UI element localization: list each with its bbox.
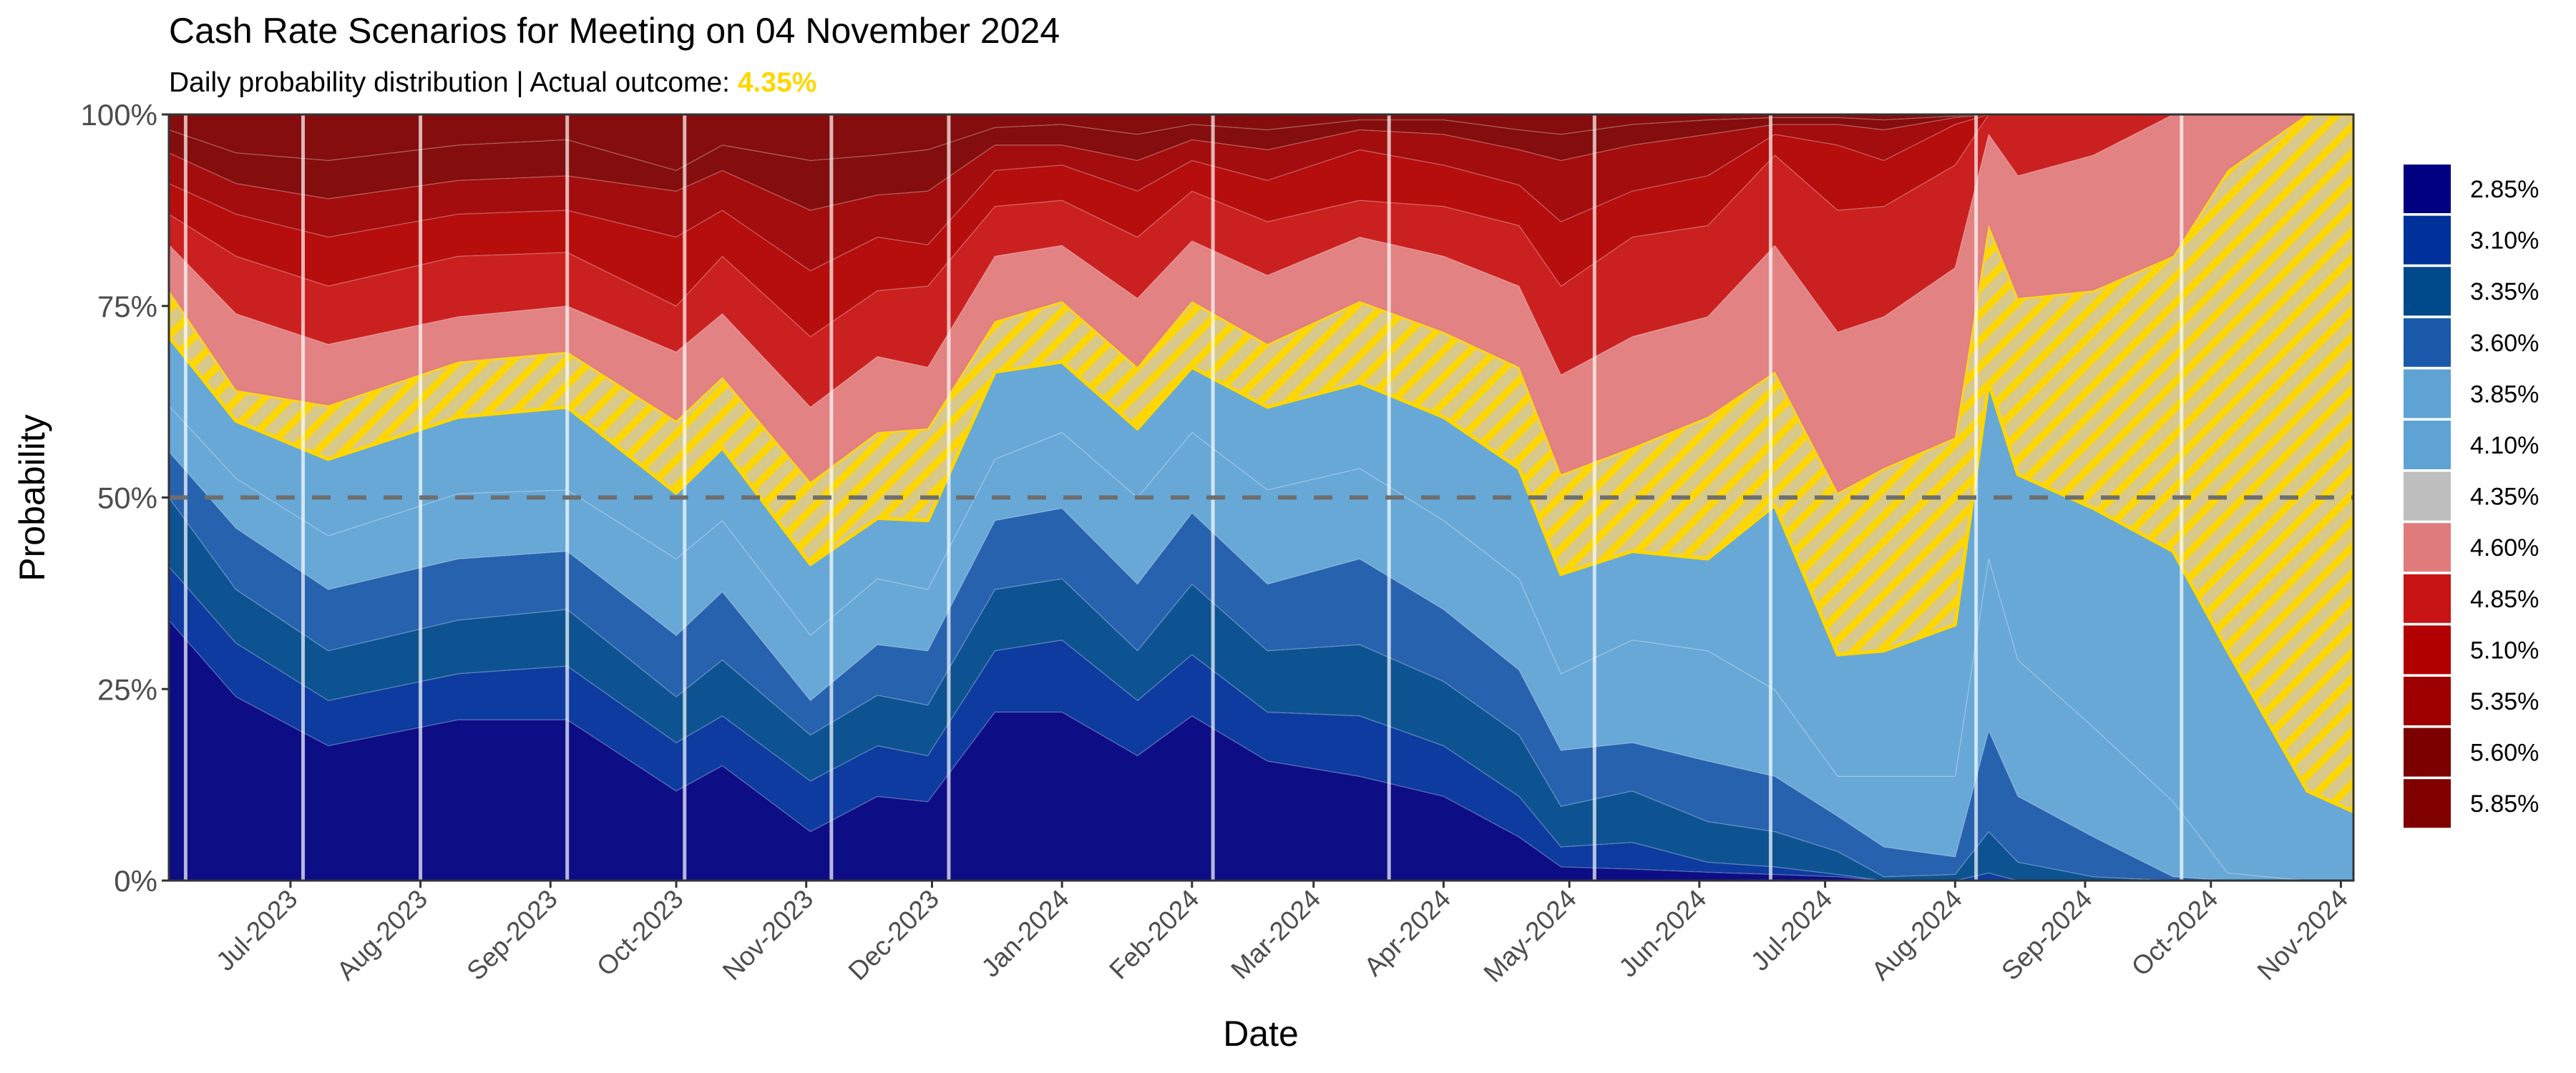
- x-tick-label: Nov-2023: [717, 884, 819, 986]
- subtitle-text: Daily probability distribution | Actual …: [169, 67, 738, 98]
- legend-label: 3.85%: [2470, 381, 2539, 408]
- x-tick-label: Dec-2023: [843, 884, 945, 986]
- legend-label: 4.10%: [2470, 432, 2539, 459]
- x-tick-label: Sep-2023: [461, 884, 562, 986]
- legend-label: 2.85%: [2470, 176, 2539, 203]
- x-tick-label: Oct-2023: [591, 884, 689, 982]
- x-tick-label: Jun-2024: [1613, 884, 1712, 983]
- legend-key: [2404, 779, 2451, 828]
- area-series-4-35pct: [169, 114, 2353, 814]
- y-tick-label: 25%: [97, 672, 157, 706]
- legend-key: [2404, 471, 2451, 521]
- legend-label: 5.10%: [2470, 637, 2539, 664]
- x-tick-label: Sep-2024: [1996, 884, 2097, 986]
- legend-label: 3.10%: [2470, 227, 2539, 255]
- area-series-5-60pct: [169, 114, 2353, 211]
- area-series-3-85pct: [169, 405, 2353, 881]
- legend-label: 4.60%: [2470, 534, 2539, 562]
- legend-label: 5.60%: [2470, 740, 2539, 767]
- legend-key: [2404, 523, 2451, 572]
- x-tick-label: Jul-2023: [210, 884, 303, 976]
- y-axis-title: Probability: [12, 414, 52, 581]
- legend-key: [2404, 727, 2451, 777]
- legend-label: 4.35%: [2470, 484, 2539, 511]
- x-tick-label: Feb-2024: [1103, 884, 1204, 985]
- legend-key: [2404, 318, 2451, 367]
- area-series-5-10pct: [169, 114, 2353, 338]
- y-tick-label: 50%: [97, 481, 157, 515]
- x-tick-label: Jul-2024: [1745, 884, 1838, 976]
- actual-outcome-value: 4.35%: [738, 67, 817, 98]
- legend-key: [2404, 677, 2451, 725]
- x-tick-label: Aug-2024: [1866, 884, 1968, 986]
- chart-subtitle: Daily probability distribution | Actual …: [169, 67, 816, 98]
- area-series-4-85pct: [169, 114, 2353, 408]
- legend-label: 3.60%: [2470, 330, 2539, 357]
- y-tick-label: 0%: [114, 864, 157, 898]
- legend-key: [2404, 369, 2451, 418]
- x-tick-label: Aug-2023: [331, 884, 433, 986]
- legend-key: [2404, 267, 2451, 316]
- legend-label: 5.35%: [2470, 688, 2539, 715]
- x-tick-label: Apr-2024: [1358, 884, 1456, 982]
- x-tick-label: Jan-2024: [976, 884, 1075, 983]
- x-tick-label: Mar-2024: [1225, 884, 1326, 985]
- legend: 2.85% 3.10% 3.35% 3.60% 3.85% 4.10% 4.35% 4.60%…: [2404, 165, 2539, 828]
- y-axis: 0% 25% 50% 75% 100%: [81, 98, 169, 898]
- area-series-3-10pct: [169, 566, 2353, 881]
- legend-key: [2404, 165, 2451, 213]
- x-tick-label: May-2024: [1478, 884, 1582, 988]
- legend-key: [2404, 574, 2451, 623]
- x-tick-label: Nov-2024: [2252, 884, 2353, 986]
- area-series-3-35pct: [169, 496, 2353, 881]
- legend-key: [2404, 625, 2451, 675]
- area-series-4-60pct: [169, 114, 2353, 494]
- x-tick-label: Oct-2024: [2126, 884, 2224, 982]
- legend-label: 4.85%: [2470, 586, 2539, 613]
- legend-label: 3.35%: [2470, 278, 2539, 305]
- legend-label: 5.85%: [2470, 790, 2539, 818]
- legend-key: [2404, 421, 2451, 469]
- legend-key: [2404, 215, 2451, 265]
- x-axis: Jul-2023 Aug-2023 Sep-2023 Oct-2023 Nov-2023…: [210, 881, 2353, 988]
- area-series-5-85pct: [169, 114, 2353, 171]
- chart-title: Cash Rate Scenarios for Meeting on 04 No…: [169, 11, 1060, 51]
- area-series-3-60pct: [169, 451, 2353, 881]
- x-axis-title: Date: [1223, 1014, 1299, 1054]
- y-tick-label: 75%: [97, 290, 157, 323]
- y-tick-label: 100%: [81, 98, 157, 132]
- stacked-areas: [169, 114, 2353, 881]
